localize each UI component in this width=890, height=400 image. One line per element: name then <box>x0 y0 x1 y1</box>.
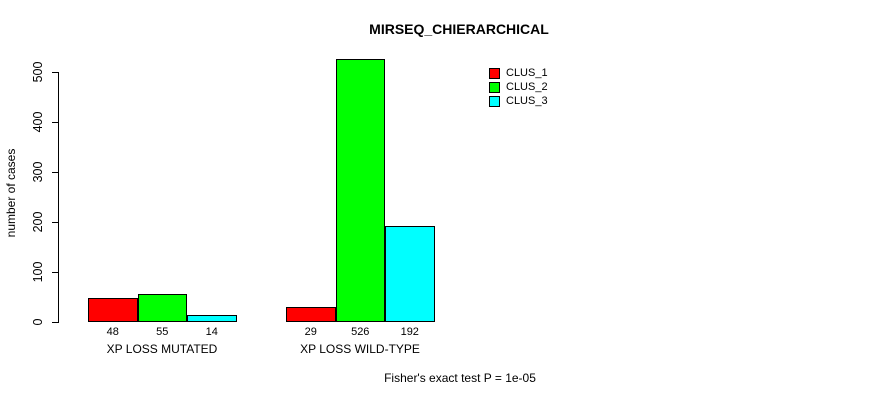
bar-clus_1-0 <box>88 298 138 322</box>
category-label-xp-loss-mutated: XP LOSS MUTATED <box>106 342 218 356</box>
legend-label-clus-1: CLUS_1 <box>506 66 548 79</box>
bar-value-label: 192 <box>400 326 419 338</box>
bar-clus_2-0 <box>137 294 187 322</box>
y-tick <box>52 221 58 223</box>
legend-item: CLUS_3 <box>489 94 548 108</box>
legend-label-clus-3: CLUS_3 <box>506 94 548 107</box>
y-tick-label: 300 <box>31 161 45 183</box>
bar-clus_3-0 <box>187 315 237 322</box>
y-tick-label: 500 <box>31 61 45 83</box>
y-axis-line <box>58 72 59 323</box>
legend-item: CLUS_2 <box>489 80 548 94</box>
bar-clus_1-1 <box>286 307 336 322</box>
legend-swatch <box>489 95 500 107</box>
category-label-xp-loss-wild-type: XP LOSS WILD-TYPE <box>300 342 420 356</box>
y-tick <box>52 71 58 73</box>
y-tick <box>52 121 58 123</box>
y-tick-label: 0 <box>31 318 45 326</box>
legend-swatch <box>489 81 500 93</box>
y-tick <box>52 171 58 173</box>
bar-value-label: 14 <box>205 326 218 338</box>
bar-value-label: 48 <box>106 326 119 338</box>
bar-value-label: 29 <box>304 326 317 338</box>
y-tick-label: 200 <box>31 211 45 233</box>
y-tick <box>52 271 58 273</box>
chart-title: MIRSEQ_CHIERARCHICAL <box>369 21 549 37</box>
y-tick <box>52 321 58 323</box>
bar-clus_3-1 <box>385 226 435 322</box>
y-tick-label: 400 <box>31 111 45 133</box>
legend-swatch <box>489 67 500 79</box>
legend: CLUS_1 CLUS_2 CLUS_3 <box>489 66 548 108</box>
legend-item: CLUS_1 <box>489 66 548 80</box>
fisher-test-annotation: Fisher's exact test P = 1e-05 <box>384 371 536 385</box>
bar-clus_2-1 <box>335 59 385 322</box>
y-tick-label: 100 <box>31 261 45 283</box>
legend-label-clus-2: CLUS_2 <box>506 80 548 93</box>
bar-value-label: 526 <box>351 326 370 338</box>
y-axis-label: number of cases <box>4 148 18 238</box>
bar-value-label: 55 <box>156 326 169 338</box>
